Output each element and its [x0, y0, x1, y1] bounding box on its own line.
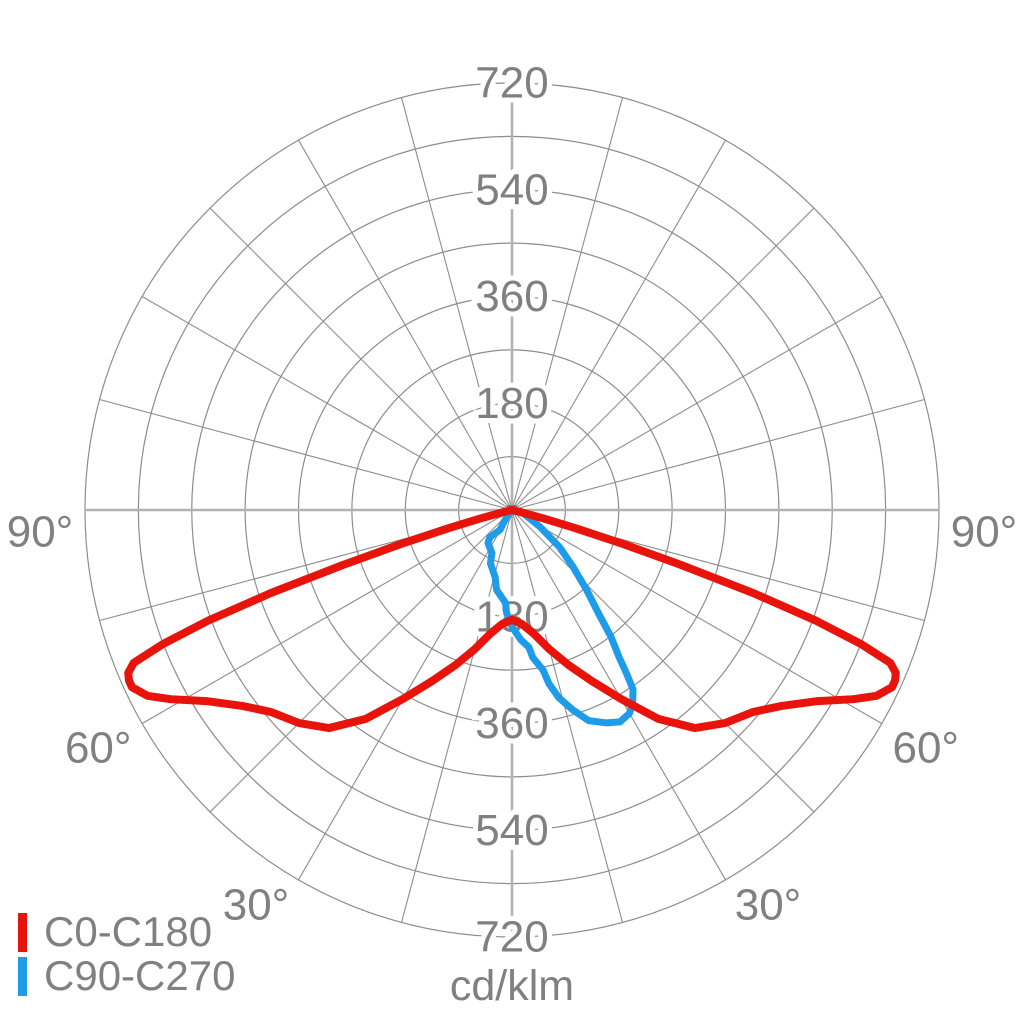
- ring-label: 720: [475, 59, 548, 108]
- grid-spoke: [141, 296, 513, 511]
- grid-spoke: [141, 509, 513, 724]
- ring-label: 360: [475, 272, 548, 321]
- legend-item-c90-c270: C90-C270: [18, 952, 236, 999]
- intensity-curves: [124, 506, 900, 733]
- ring-label: 540: [475, 165, 548, 214]
- legend-item-c0-c180: C0-C180: [18, 908, 235, 955]
- angle-label: 90°: [951, 508, 1018, 557]
- grid-spoke: [400, 97, 513, 511]
- grid-spoke: [511, 139, 726, 511]
- grid-spoke: [511, 207, 815, 511]
- ring-label: 360: [475, 699, 548, 748]
- legend: C0-C180 C90-C270: [18, 908, 236, 999]
- angle-label: 90°: [7, 508, 74, 557]
- grid-spoke: [511, 398, 925, 511]
- legend-swatch-blue: [18, 956, 27, 996]
- ring-label: 720: [475, 913, 548, 962]
- grid-spoke: [209, 207, 513, 511]
- grid-spoke: [511, 509, 883, 724]
- curve-c0-c180: [124, 506, 900, 733]
- ring-label: 180: [475, 379, 548, 428]
- ring-label: 540: [475, 806, 548, 855]
- grid-spoke: [511, 509, 624, 923]
- grid-spoke: [511, 296, 883, 511]
- grid-spoke: [209, 509, 513, 813]
- legend-label-c0-c180: C0-C180: [44, 908, 213, 955]
- legend-label-c90-c270: C90-C270: [44, 952, 236, 999]
- legend-swatch-red: [18, 912, 27, 952]
- grid-spokes: [99, 97, 925, 923]
- angle-label: 60°: [892, 724, 959, 773]
- angle-label: 30°: [223, 880, 290, 929]
- angle-label: 30°: [735, 880, 802, 929]
- unit-label: cd/klm: [450, 962, 574, 1010]
- grid-spoke: [511, 509, 815, 813]
- grid-spoke: [99, 398, 513, 511]
- angle-label: 60°: [65, 724, 132, 773]
- angle-labels: 30° 30° 60° 60° 90° 90°: [2, 503, 1023, 935]
- grid-spoke: [511, 97, 624, 511]
- curve-c90-c270: [484, 506, 637, 727]
- grid-spoke: [298, 139, 513, 511]
